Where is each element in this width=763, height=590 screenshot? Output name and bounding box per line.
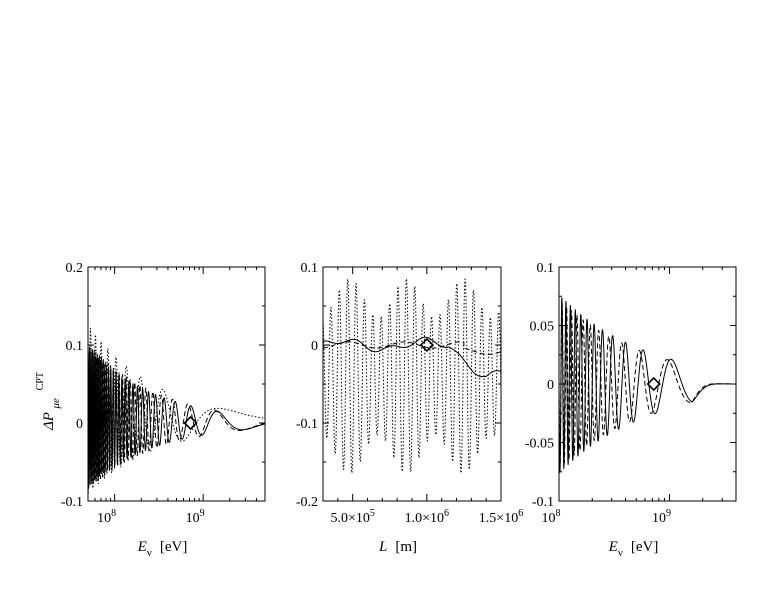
- y-tick-label: -0.2: [296, 495, 318, 510]
- y-tick-label: 0.05: [530, 320, 555, 335]
- diamond-marker: [646, 376, 661, 392]
- series-dashed: [88, 343, 265, 488]
- x-tick-label: 109: [652, 508, 671, 526]
- x-tick-label: 108: [97, 508, 116, 526]
- y-tick-label: 0.1: [301, 261, 319, 276]
- panel-middle: 0.1 0 -0.1 -0.2 5.0×105 1.0×106 1.5×106 L [m]: [296, 261, 523, 555]
- y-tick-label: -0.05: [525, 437, 554, 452]
- plot-frame: [322, 266, 502, 502]
- x-axis-label: L [m]: [378, 539, 417, 555]
- svg-text:ΔP μe CPT: ΔP μe CPT: [35, 372, 63, 431]
- x-tick-label: 108: [542, 508, 561, 526]
- y-axis-label-symbol: ΔP: [41, 412, 57, 431]
- y-tick-label: 0: [311, 339, 318, 354]
- x-tick-label: 5.0×105: [330, 508, 374, 526]
- diamond-marker: [419, 337, 434, 353]
- x-axis-label: Eν [eV]: [608, 539, 659, 559]
- y-tick-label: -0.1: [532, 495, 554, 510]
- y-axis-label-sub: μe: [50, 398, 62, 410]
- y-tick-label: 0: [547, 378, 554, 393]
- x-tick-label: 109: [186, 508, 205, 526]
- y-tick-label: 0.1: [66, 339, 84, 354]
- y-axis-label-sup: CPT: [35, 372, 46, 390]
- y-tick-label: -0.1: [61, 495, 83, 510]
- series-dotted: [88, 327, 265, 494]
- series-dashed: [559, 302, 736, 469]
- plot-area: [323, 278, 501, 474]
- series-solid: [559, 297, 736, 473]
- plot-area: [559, 297, 736, 473]
- y-tick-label: 0.2: [66, 261, 84, 276]
- series-dotted: [323, 278, 501, 474]
- y-tick-label: 0: [76, 417, 83, 432]
- x-tick-label: 1.5×106: [479, 508, 523, 526]
- series-dashed: [323, 341, 501, 355]
- y-tick-label: -0.1: [296, 417, 318, 432]
- plot-area: [88, 327, 265, 494]
- y-tick-label: 0.1: [537, 261, 555, 276]
- x-tick-label: 1.0×106: [405, 508, 449, 526]
- diamond-marker: [183, 415, 198, 431]
- y-axis-label: ΔP μe CPT: [35, 372, 63, 431]
- x-axis-label: Eν [eV]: [137, 539, 188, 559]
- panel-left: 0.2 0.1 0 -0.1 108 109 Eν [eV]: [61, 261, 266, 559]
